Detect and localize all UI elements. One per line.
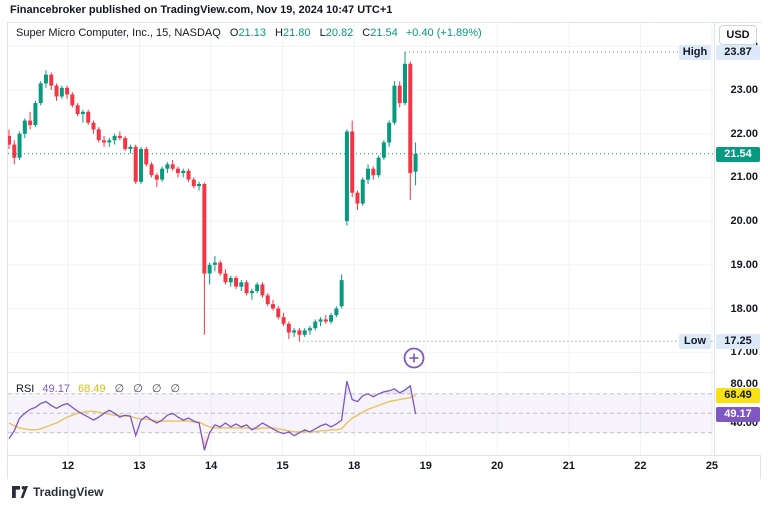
price-tick: 23.00 [730,84,758,96]
symbol-legend: Super Micro Computer, Inc., 15, NASDAQ O… [16,27,482,39]
brand-name: TradingView [33,485,104,499]
currency-button[interactable]: USD [719,25,757,45]
open-label: O [229,27,239,39]
price-tick: 22.00 [730,127,758,140]
time-tick: 19 [419,460,432,472]
time-axis[interactable]: 12 13 14 15 18 19 20 21 22 25 [8,455,760,479]
high-value: 21.80 [282,27,311,39]
rsi-axis-badge: 49.17 [716,406,760,422]
price-tick: 21.00 [730,171,758,184]
rsi-empty-inputs: ∅ ∅ ∅ ∅ [114,383,184,395]
rsi-label: RSI [16,383,35,395]
rsi-value: 49.17 [42,383,70,395]
price-gridlines [8,45,713,353]
time-tick: 20 [491,460,504,472]
open-value: 21.13 [238,27,266,39]
brand-footer: TradingView [12,485,103,499]
rsi-line [8,380,417,451]
time-tick: 25 [705,460,719,472]
time-tick: 15 [276,460,289,472]
price-tick: 18.00 [730,302,758,315]
session-high-word-chip: High [679,44,711,60]
time-tick: 22 [634,460,647,472]
published-header: Financebroker published on TradingView.c… [10,4,393,16]
close-label: C [362,27,371,39]
time-tick: 12 [61,460,75,472]
price-tick: 17.00 [730,346,758,359]
last-price-badge: 21.54 [716,146,760,162]
price-tick: 20.00 [730,215,758,228]
price-axis[interactable]: 40.00 80.00 17.00 18.00 19.00 20.00 21.00 22.00… [714,23,761,455]
time-tick: 14 [204,460,218,472]
rsi-legend: RSI 49.17 68.49 ∅ ∅ ∅ ∅ [16,382,183,395]
time-tick: 21 [562,460,575,472]
vertical-gridlines [67,23,713,455]
chart-box: Super Micro Computer, Inc., 15, NASDAQ O… [7,22,761,479]
time-tick: 13 [133,460,146,472]
rsi-ma-axis-badge: 68.49 [716,387,760,403]
time-tick: 18 [348,460,361,472]
pane-separator [8,372,760,373]
plus-marker-icon [403,347,425,369]
change-value: +0.40 (+1.89%) [405,27,482,39]
symbol-title: Super Micro Computer, Inc., 15, NASDAQ [16,27,221,39]
session-low-word-chip: Low [679,333,711,349]
price-tick: 19.00 [730,258,758,271]
session-high-axis-chip: 23.87 [716,44,760,60]
rsi-tick: 80.00 [730,378,758,390]
rsi-ma-line [8,394,416,433]
close-value: 21.54 [370,27,398,39]
tradingview-logo-icon [12,486,28,498]
rsi-ma-value: 68.49 [78,383,106,395]
high-label: H [275,27,283,39]
low-value: 20.82 [325,27,354,39]
plot-svg[interactable] [8,23,714,455]
candles-layer [8,51,418,342]
low-label: L [319,27,326,39]
session-low-axis-chip: 17.25 [716,333,760,349]
